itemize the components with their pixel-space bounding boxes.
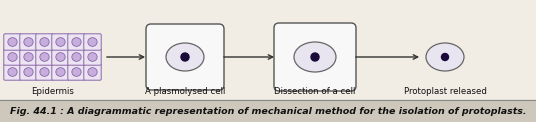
Ellipse shape [8, 38, 17, 46]
Ellipse shape [40, 68, 49, 76]
FancyBboxPatch shape [4, 64, 21, 80]
Circle shape [181, 53, 189, 61]
Ellipse shape [88, 68, 97, 76]
Text: Fig. 44.1 : A diagrammatic representation of mechanical method for the isolation: Fig. 44.1 : A diagrammatic representatio… [10, 107, 526, 116]
FancyBboxPatch shape [68, 34, 85, 50]
Ellipse shape [88, 38, 97, 46]
FancyBboxPatch shape [274, 23, 356, 91]
FancyBboxPatch shape [84, 64, 101, 80]
Ellipse shape [72, 68, 81, 76]
Ellipse shape [72, 38, 81, 46]
Ellipse shape [8, 68, 17, 76]
Ellipse shape [294, 42, 336, 72]
FancyBboxPatch shape [68, 64, 85, 80]
Ellipse shape [56, 68, 65, 76]
Circle shape [442, 54, 449, 61]
FancyBboxPatch shape [52, 34, 69, 50]
FancyBboxPatch shape [4, 49, 21, 65]
FancyBboxPatch shape [146, 24, 224, 90]
Ellipse shape [88, 53, 97, 61]
FancyBboxPatch shape [68, 49, 85, 65]
Ellipse shape [8, 53, 17, 61]
FancyBboxPatch shape [20, 64, 37, 80]
Text: Protoplast released: Protoplast released [404, 87, 487, 96]
Text: A plasmolysed cell: A plasmolysed cell [145, 87, 225, 96]
Ellipse shape [40, 53, 49, 61]
FancyBboxPatch shape [84, 34, 101, 50]
FancyBboxPatch shape [84, 49, 101, 65]
Text: Epidermis: Epidermis [31, 87, 74, 96]
Ellipse shape [40, 38, 49, 46]
FancyBboxPatch shape [36, 49, 53, 65]
Ellipse shape [166, 43, 204, 71]
Ellipse shape [24, 53, 33, 61]
FancyBboxPatch shape [52, 49, 69, 65]
Ellipse shape [24, 68, 33, 76]
FancyBboxPatch shape [36, 34, 53, 50]
FancyBboxPatch shape [20, 49, 37, 65]
Ellipse shape [56, 53, 65, 61]
FancyBboxPatch shape [36, 64, 53, 80]
FancyBboxPatch shape [20, 34, 37, 50]
Ellipse shape [56, 38, 65, 46]
Circle shape [311, 53, 319, 61]
FancyBboxPatch shape [4, 34, 21, 50]
Text: Dissection of a cell: Dissection of a cell [274, 87, 356, 96]
Bar [0, 100, 536, 122]
FancyBboxPatch shape [52, 64, 69, 80]
Ellipse shape [426, 43, 464, 71]
Ellipse shape [24, 38, 33, 46]
Ellipse shape [72, 53, 81, 61]
